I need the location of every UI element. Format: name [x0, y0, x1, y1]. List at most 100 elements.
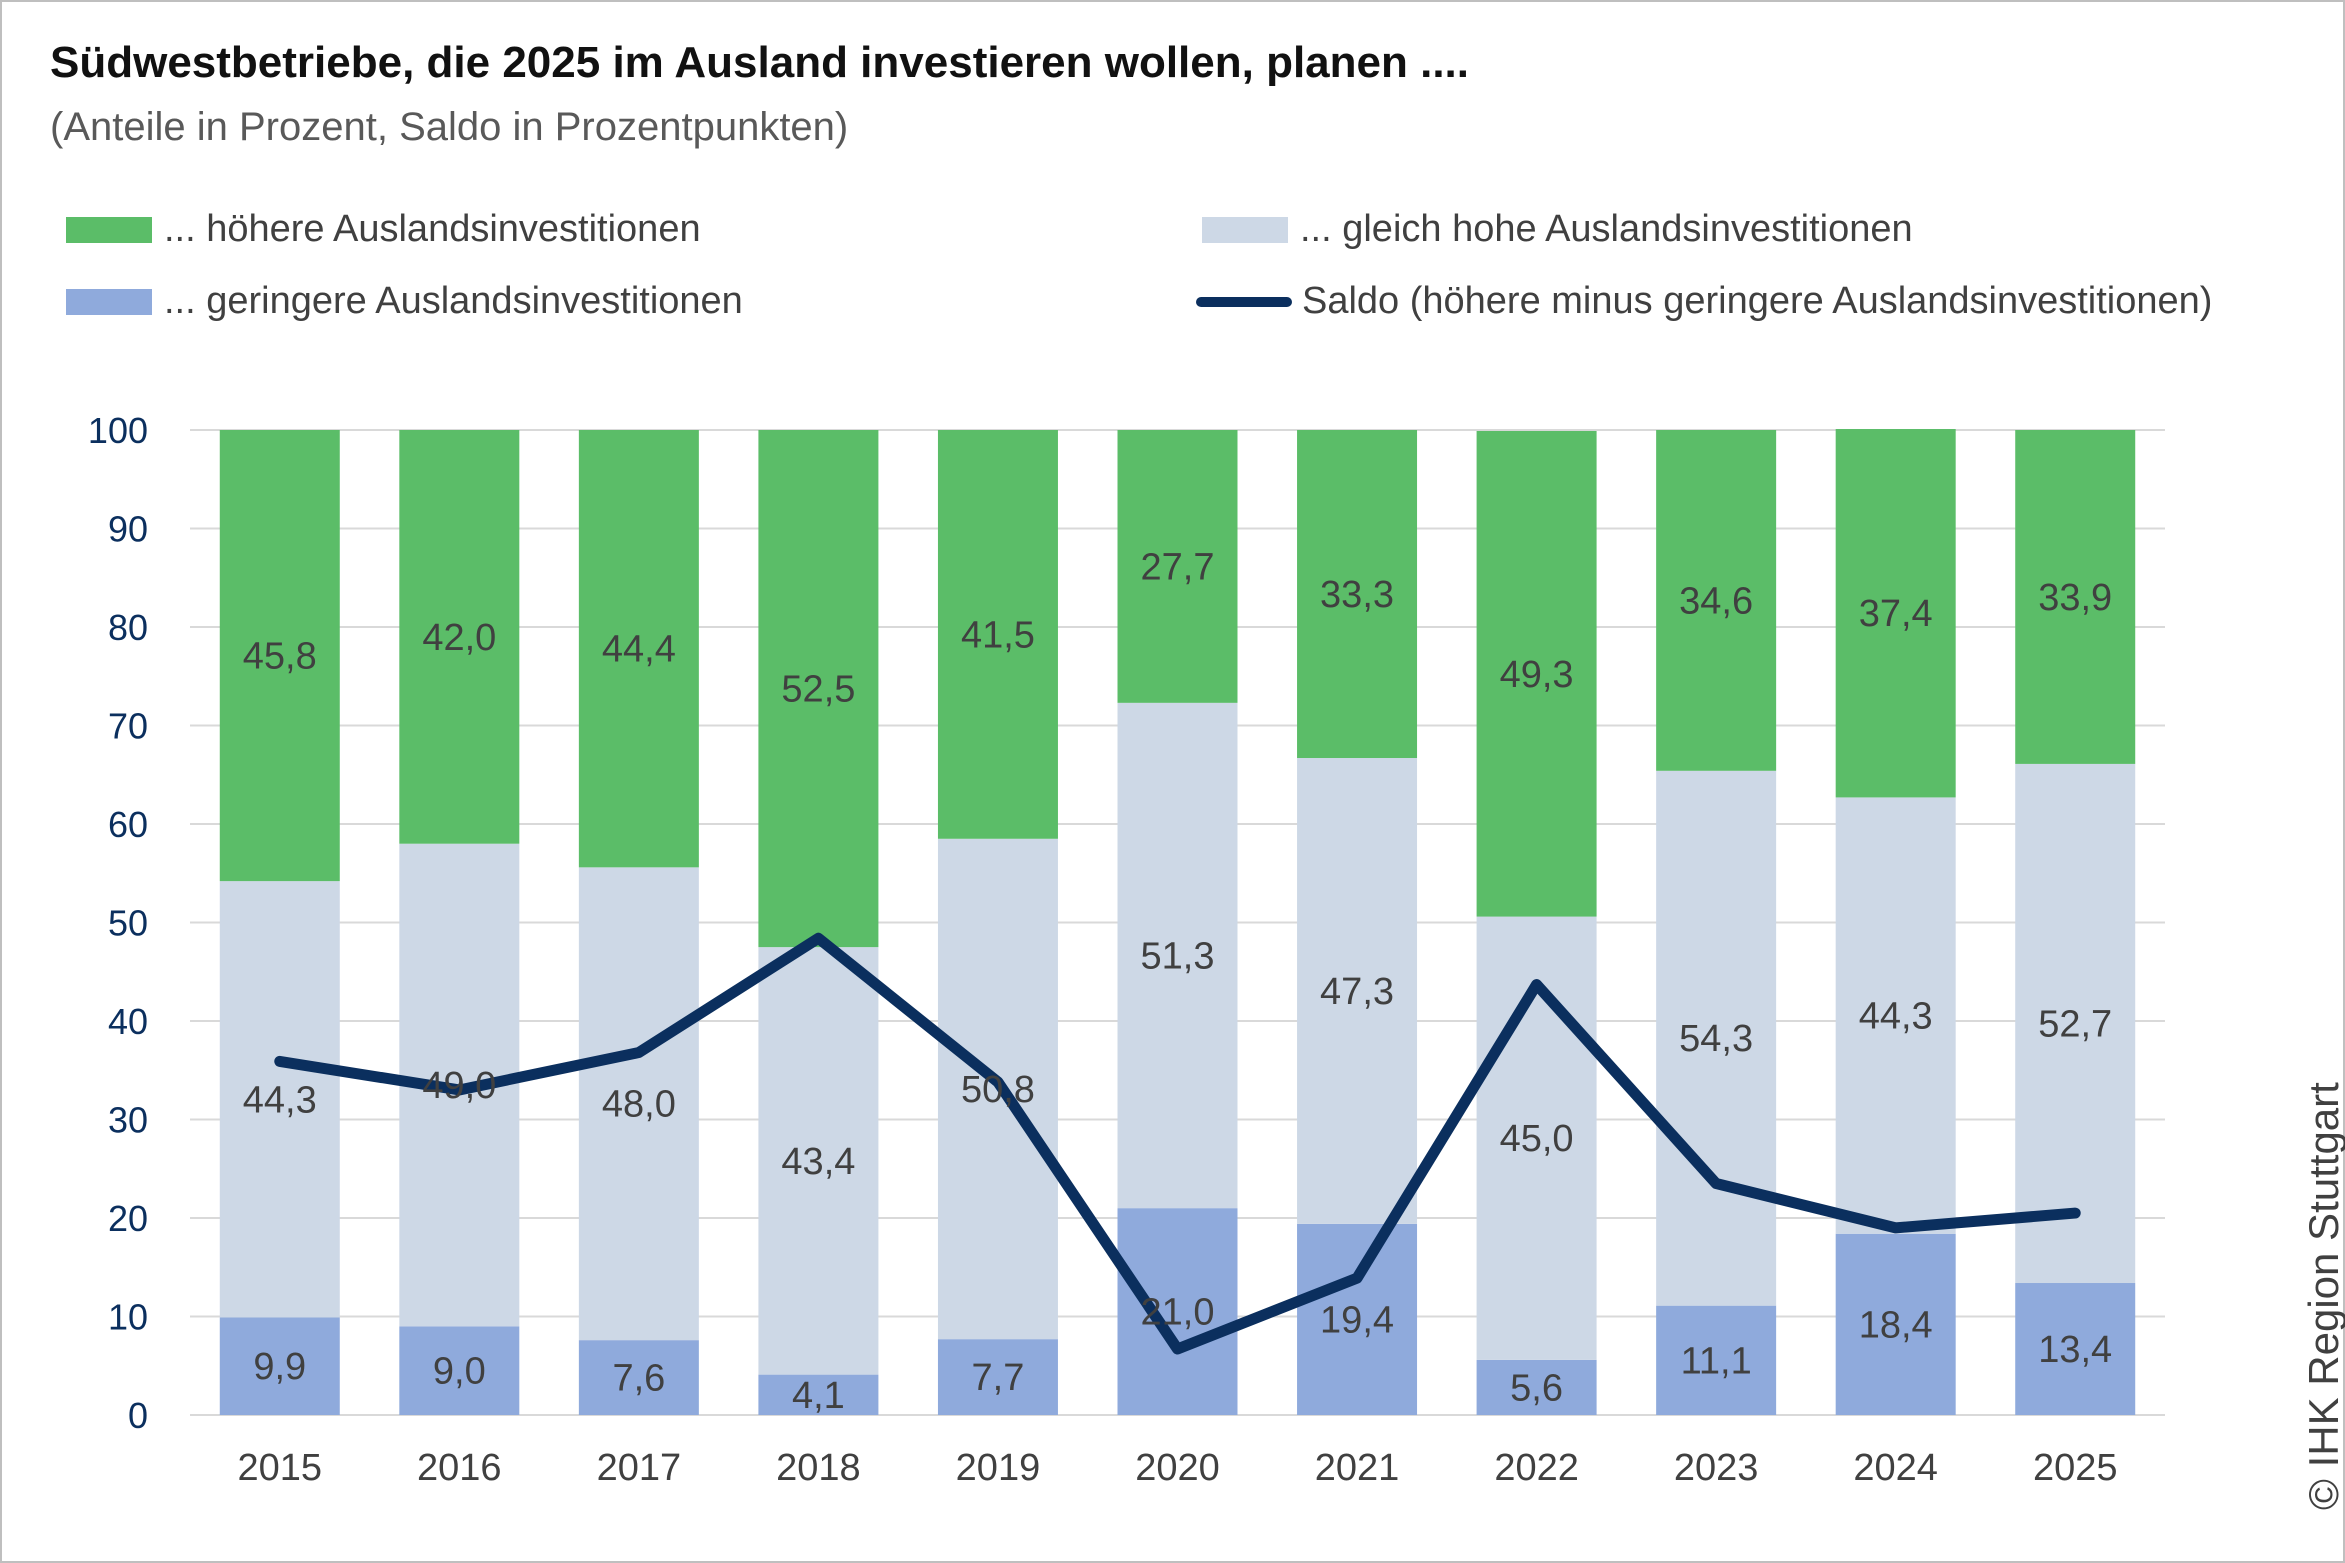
x-tick-label: 2016 [417, 1447, 502, 1489]
bar-segment-same [758, 947, 879, 1375]
bar-segment-higher [578, 430, 699, 868]
x-tick-label: 2018 [776, 1447, 861, 1489]
legend-swatch-lower [66, 288, 152, 315]
bar-segment-higher [758, 430, 879, 948]
x-tick-label: 2020 [1135, 1447, 1220, 1489]
legend-item-higher: ... höhere Auslandsinvestitionen [66, 208, 701, 251]
bar-segment-lower [219, 1317, 340, 1415]
bar-segment-lower [937, 1339, 1058, 1415]
chart-title: Südwestbetriebe, die 2025 im Ausland inv… [50, 38, 1469, 87]
legend-line-saldo [1196, 296, 1292, 307]
x-tick-label: 2019 [956, 1447, 1041, 1489]
y-tick-label: 0 [128, 1395, 148, 1436]
data-label-higher: 41,5 [961, 614, 1035, 656]
bar-segment-higher [1476, 430, 1597, 917]
data-label-lower: 19,4 [1320, 1299, 1394, 1341]
data-label-lower: 7,6 [612, 1358, 665, 1400]
bar-segment-lower [399, 1326, 520, 1415]
data-label-higher: 44,4 [602, 629, 676, 671]
x-tick-label: 2022 [1494, 1447, 1579, 1489]
legend-label-higher: ... höhere Auslandsinvestitionen [164, 208, 701, 250]
data-label-lower: 11,1 [1681, 1340, 1752, 1382]
bar-segment-lower [1656, 1305, 1777, 1415]
data-label-lower: 9,9 [253, 1346, 306, 1388]
bar-segment-higher [1835, 429, 1956, 798]
x-tick-label: 2024 [1853, 1447, 1938, 1489]
bar-segment-same [1835, 797, 1956, 1234]
bar-segment-higher [1297, 430, 1418, 759]
legend-item-lower: ... geringere Auslandsinvestitionen [66, 280, 743, 323]
data-label-lower: 4,1 [792, 1375, 845, 1417]
data-label-lower: 9,0 [433, 1351, 486, 1393]
x-tick-label: 2025 [2033, 1447, 2118, 1489]
y-tick-label: 40 [108, 1001, 148, 1042]
x-tick-label: 2023 [1674, 1447, 1759, 1489]
data-label-same: 44,3 [243, 1079, 317, 1121]
y-tick-label: 70 [108, 706, 148, 747]
y-tick-label: 60 [108, 804, 148, 845]
legend-swatch-same [1202, 216, 1288, 243]
data-label-higher: 37,4 [1859, 593, 1933, 635]
data-label-higher: 45,8 [243, 636, 317, 678]
legend-label-saldo: Saldo (höhere minus geringere Auslandsin… [1302, 280, 2213, 322]
bar-segment-same [578, 867, 699, 1341]
bar-segment-higher [219, 430, 340, 882]
bar-segment-same [1297, 758, 1418, 1224]
bar-segment-higher [1656, 430, 1777, 771]
bar-segment-higher [1117, 430, 1238, 703]
bar-segment-higher [937, 430, 1058, 839]
data-label-same: 49,0 [422, 1065, 496, 1107]
data-label-lower: 21,0 [1141, 1292, 1215, 1334]
data-label-same: 51,3 [1141, 935, 1215, 977]
y-tick-label: 10 [108, 1297, 148, 1338]
x-tick-label: 2017 [597, 1447, 682, 1489]
data-label-same: 48,0 [602, 1084, 676, 1126]
bar-segment-lower [758, 1374, 879, 1415]
data-label-same: 50,8 [961, 1069, 1035, 1111]
data-label-same: 45,0 [1500, 1118, 1574, 1160]
data-label-lower: 18,4 [1859, 1304, 1933, 1346]
y-tick-label: 90 [108, 509, 148, 550]
data-label-higher: 27,7 [1141, 546, 1215, 588]
data-label-same: 54,3 [1679, 1018, 1753, 1060]
bar-segment-lower [2015, 1283, 2136, 1415]
y-tick-label: 80 [108, 607, 148, 648]
chart-subtitle: (Anteile in Prozent, Saldo in Prozentpun… [50, 105, 849, 149]
copyright-note: © IHK Region Stuttgart [2300, 1082, 2345, 1510]
bar-segment-lower [1297, 1223, 1418, 1415]
bar-segment-lower [1117, 1208, 1238, 1415]
data-label-same: 43,4 [781, 1141, 855, 1183]
data-label-same: 47,3 [1320, 971, 1394, 1013]
bar-segment-lower [578, 1340, 699, 1415]
bar-segment-lower [1476, 1359, 1597, 1415]
data-label-lower: 13,4 [2038, 1329, 2112, 1371]
legend-label-same: ... gleich hohe Auslandsinvestitionen [1300, 208, 1913, 250]
saldo-line [274, 932, 2081, 1355]
y-tick-label: 100 [88, 410, 148, 451]
bar-segment-same [219, 881, 340, 1318]
legend-swatch-higher [66, 216, 152, 243]
y-tick-label: 50 [108, 903, 148, 944]
data-label-higher: 33,3 [1320, 574, 1394, 616]
data-label-higher: 49,3 [1500, 654, 1574, 696]
data-label-same: 44,3 [1859, 996, 1933, 1038]
bar-segment-same [1117, 702, 1238, 1209]
y-tick-label: 20 [108, 1198, 148, 1239]
legend-item-saldo: Saldo (höhere minus geringere Auslandsin… [1196, 280, 2212, 323]
bar-segment-same [1656, 770, 1777, 1306]
data-label-higher: 42,0 [422, 617, 496, 659]
bar-segment-higher [2015, 430, 2136, 764]
x-tick-label: 2015 [237, 1447, 322, 1489]
legend-item-same: ... gleich hohe Auslandsinvestitionen [1202, 208, 1913, 251]
y-tick-label: 30 [108, 1100, 148, 1141]
x-tick-label: 2021 [1315, 1447, 1400, 1489]
data-label-higher: 33,9 [2038, 577, 2112, 619]
bar-segment-lower [1835, 1233, 1956, 1415]
bar-segment-same [2015, 763, 2136, 1284]
data-label-higher: 52,5 [781, 669, 855, 711]
data-label-lower: 7,7 [972, 1357, 1025, 1399]
data-label-lower: 5,6 [1510, 1367, 1563, 1409]
data-label-higher: 34,6 [1679, 580, 1753, 622]
bar-segment-higher [399, 430, 520, 844]
